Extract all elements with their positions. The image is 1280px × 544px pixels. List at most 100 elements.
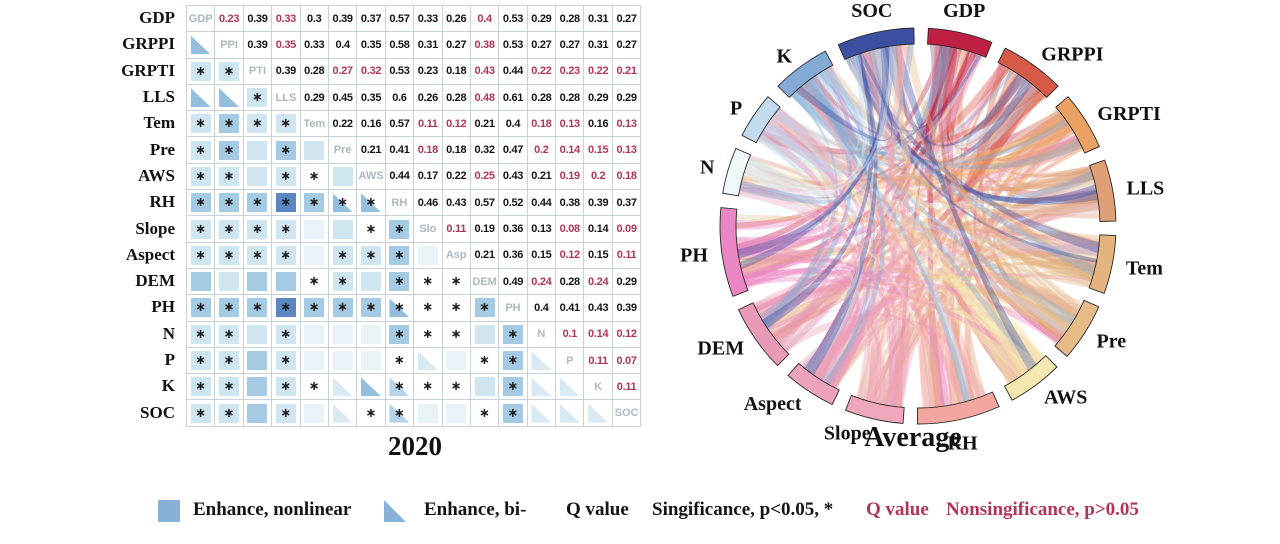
enhance-nonlinear-square-icon: [304, 219, 325, 239]
matrix-cell: LLS: [272, 84, 301, 112]
matrix-cell: 0.31: [584, 6, 613, 33]
enhance-bi-triangle-icon: [531, 403, 552, 423]
matrix-cell: ∗: [187, 190, 216, 217]
chord-ribbon: [814, 51, 973, 381]
chord-sector-aspect: [787, 362, 840, 406]
matrix-diagonal-label: Tem: [303, 117, 326, 130]
matrix-diagonal-label: GDP: [188, 12, 213, 25]
matrix-cell: 0.37: [612, 190, 642, 217]
matrix-cell: 0.2: [584, 163, 613, 191]
chord-ribbon: [964, 173, 1095, 399]
chord-ribbon: [738, 179, 1096, 209]
matrix-cell: ∗: [187, 111, 216, 138]
chord-ribbon: [739, 66, 872, 204]
significance-asterisk: ∗: [365, 405, 377, 421]
q-value: 0.41: [389, 144, 410, 157]
chord-ribbon: [755, 267, 1081, 320]
q-value: 0.31: [588, 12, 609, 25]
matrix-cell: ∗: [442, 295, 471, 322]
enhance-nonlinear-square-icon: [332, 272, 353, 292]
enhance-nonlinear-square-icon: [247, 403, 268, 423]
matrix-cell: [328, 321, 358, 348]
chord-label-rh: RH: [948, 432, 978, 454]
chord-ribbon: [985, 199, 1099, 360]
chord-label-grpti: GRPTI: [1097, 103, 1161, 125]
matrix-cell: 0.43: [442, 190, 471, 217]
q-value: 0.28: [559, 275, 581, 288]
chord-ribbon: [737, 76, 852, 259]
chord-ribbon: [758, 81, 1038, 163]
enhance-nonlinear-square-icon: [190, 114, 211, 134]
enhance-nonlinear-square-icon: [275, 272, 296, 292]
matrix-row-label: N: [162, 323, 175, 343]
significance-asterisk: ∗: [393, 379, 405, 395]
significance-asterisk: ∗: [280, 168, 292, 184]
enhance-nonlinear-square-icon: [247, 377, 268, 397]
matrix-cell: 0.13: [556, 111, 585, 138]
q-value-nonsignificant: 0.2: [534, 144, 549, 157]
enhance-nonlinear-square-icon: [275, 403, 296, 423]
matrix-cell: 0.43: [584, 295, 613, 322]
significance-asterisk: ∗: [280, 116, 292, 132]
matrix-row-label: GRPPI: [122, 34, 175, 54]
significance-asterisk: ∗: [308, 195, 320, 211]
q-value: 0.53: [389, 65, 410, 78]
matrix-cell: 0.39: [328, 6, 358, 33]
chord-ribbon: [740, 181, 825, 325]
matrix-cell: ∗: [272, 216, 301, 243]
enhance-nonlinear-square-icon: [417, 403, 438, 423]
enhance-nonlinear-square-icon: [389, 324, 410, 344]
enhance-bi-triangle-icon: [332, 403, 353, 423]
chord-ribbon: [799, 80, 968, 404]
enhance-nonlinear-square-icon: [219, 245, 240, 265]
q-value: 0.29: [616, 91, 637, 104]
chord-label-k: K: [776, 46, 792, 68]
matrix-cell: ∗: [357, 295, 386, 322]
significance-asterisk: ∗: [393, 247, 405, 263]
legend-enhance-bi: Enhance, bi-: [424, 499, 527, 520]
matrix-cell: ∗: [328, 295, 358, 322]
chord-ribbon: [979, 63, 1067, 339]
matrix-cell: ∗: [357, 190, 386, 217]
matrix-cell: ∗: [499, 321, 528, 348]
enhance-nonlinear-square-icon: [219, 61, 240, 81]
chord-ribbon: [744, 54, 868, 190]
enhance-nonlinear-square-icon: [275, 114, 296, 134]
enhance-nonlinear-square-icon: [247, 140, 268, 160]
matrix-cell: 0.37: [357, 6, 386, 33]
legend-significance: Singificance, p<0.05, *: [652, 499, 834, 520]
q-value: 0.43: [502, 170, 524, 183]
enhance-nonlinear-square-icon: [474, 298, 495, 318]
matrix-cell: 0.44: [527, 190, 557, 217]
matrix-cell: 0.35: [357, 32, 386, 59]
matrix-cell: 0.31: [414, 32, 443, 59]
matrix-cell: 0.28: [300, 58, 329, 85]
q-value: 0.58: [389, 38, 410, 51]
q-value: 0.14: [588, 223, 609, 236]
significance-asterisk: ∗: [365, 300, 377, 316]
matrix-cell: 0.38: [470, 32, 500, 59]
chord-sector-n: [722, 147, 752, 197]
enhance-nonlinear-square-icon: [446, 403, 467, 423]
legend-nonsignificance: Nonsingificance, p>0.05: [946, 499, 1139, 520]
chord-ribbon: [742, 267, 860, 381]
enhance-nonlinear-square-icon: [304, 193, 325, 213]
enhance-nonlinear-square-icon: [304, 140, 325, 160]
matrix-cell: 0.44: [499, 58, 528, 85]
matrix-row-labels: GDP GRPPI GRPTI LLS Tem Pre AWS RH Slope Aspect DE…: [0, 5, 182, 426]
q-value: 0.33: [417, 12, 439, 25]
enhance-nonlinear-square-icon: [502, 403, 523, 423]
matrix-cell: [527, 347, 557, 375]
q-value: 0.13: [531, 223, 552, 236]
q-value-nonsignificant: 0.19: [559, 170, 581, 183]
matrix-cell: ∗: [272, 242, 301, 269]
chord-ribbon: [740, 78, 858, 199]
significance-asterisk: ∗: [507, 326, 519, 342]
chord-ribbon: [927, 192, 1099, 408]
significance-asterisk: ∗: [195, 116, 207, 132]
chord-label-gdp: GDP: [943, 0, 985, 22]
significance-asterisk: ∗: [365, 247, 377, 263]
legend-enhance-nonlinear: Enhance, nonlinear: [193, 499, 352, 520]
chord-sector-grppi: [997, 47, 1059, 99]
enhance-nonlinear-square-icon: [332, 324, 353, 344]
